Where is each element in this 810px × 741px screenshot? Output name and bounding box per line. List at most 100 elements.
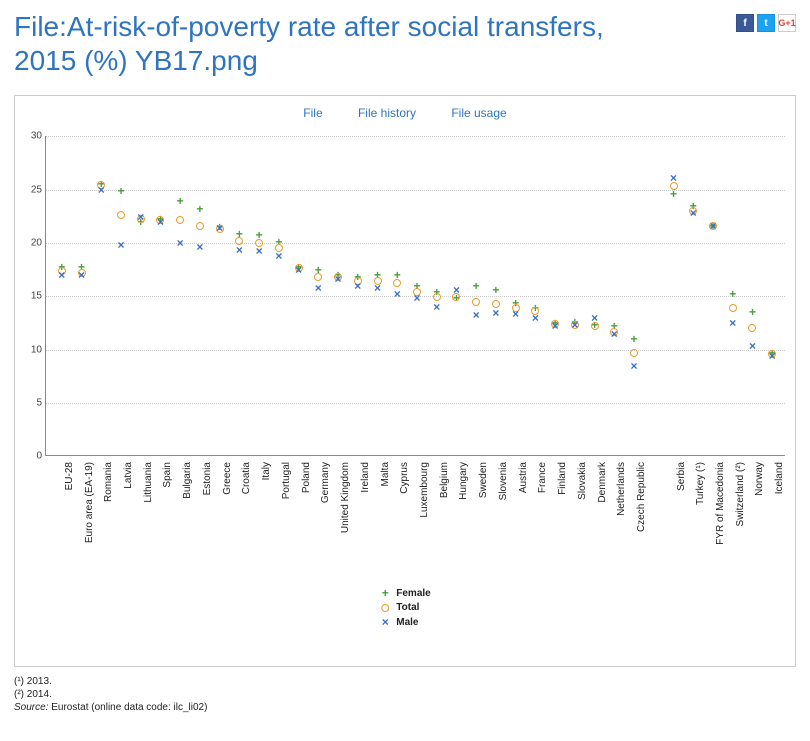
legend-label: Total: [396, 602, 419, 613]
data-point-total: [117, 211, 125, 219]
x-tick-label: Slovakia: [577, 462, 588, 500]
data-point-male: ×: [552, 320, 559, 332]
x-tick-label: Belgium: [439, 462, 450, 498]
data-point-total: [295, 264, 303, 272]
data-point-male: ×: [611, 328, 618, 340]
data-point-female: +: [453, 292, 460, 304]
footnotes: (¹) 2013. (²) 2014. Source: Eurostat (on…: [14, 675, 796, 714]
gridline: [46, 190, 785, 191]
data-point-total: [571, 321, 579, 329]
data-point-male: ×: [492, 307, 499, 319]
data-point-female: +: [492, 284, 499, 296]
x-tick-label: Portugal: [281, 462, 292, 499]
gplus-icon[interactable]: G+1: [778, 14, 796, 32]
x-tick-label: Italy: [261, 462, 272, 480]
data-point-female: +: [729, 288, 736, 300]
data-point-total: [216, 225, 224, 233]
data-point-female: +: [315, 264, 322, 276]
data-point-male: ×: [295, 264, 302, 276]
data-point-female: +: [394, 269, 401, 281]
data-point-female: +: [58, 261, 65, 273]
data-point-total: [610, 328, 618, 336]
data-point-total: [354, 277, 362, 285]
data-point-female: +: [473, 280, 480, 292]
data-point-male: ×: [571, 319, 578, 331]
data-point-female: +: [256, 229, 263, 241]
data-point-male: ×: [117, 239, 124, 251]
data-point-female: +: [512, 297, 519, 309]
data-point-female: +: [611, 320, 618, 332]
data-point-female: +: [216, 221, 223, 233]
data-point-male: ×: [315, 282, 322, 294]
footnote-2: (²) 2014.: [14, 688, 796, 701]
data-point-female: +: [335, 269, 342, 281]
x-tick-label: Switzerland (²): [735, 462, 746, 526]
x-tick-label: France: [537, 462, 548, 493]
data-point-male: ×: [157, 216, 164, 228]
facebook-icon[interactable]: f: [736, 14, 754, 32]
data-point-female: +: [78, 261, 85, 273]
data-point-male: ×: [374, 282, 381, 294]
data-point-total: [176, 216, 184, 224]
source-text: Eurostat (online data code: ilc_li02): [48, 702, 207, 713]
data-point-total: [433, 293, 441, 301]
source-label: Source:: [14, 702, 48, 713]
legend-total: Total: [379, 602, 430, 613]
data-point-male: ×: [690, 207, 697, 219]
x-tick-label: Latvia: [123, 462, 134, 489]
x-tick-label: Netherlands: [616, 462, 627, 516]
data-point-total: [97, 181, 105, 189]
gridline: [46, 403, 785, 404]
data-point-total: [709, 222, 717, 230]
y-tick-label: 5: [22, 397, 42, 408]
x-tick-label: Czech Republic: [636, 462, 647, 532]
data-point-female: +: [631, 333, 638, 345]
tab-bar: File File history File usage: [15, 96, 795, 126]
legend-male: × Male: [379, 615, 430, 629]
data-point-total: [591, 322, 599, 330]
footnote-1: (¹) 2013.: [14, 675, 796, 688]
gridline: [46, 296, 785, 297]
data-point-total: [729, 304, 737, 312]
circle-icon: [381, 604, 389, 612]
tab-file[interactable]: File: [303, 106, 322, 120]
data-point-female: +: [552, 317, 559, 329]
data-point-female: +: [137, 216, 144, 228]
data-point-total: [78, 269, 86, 277]
data-point-female: +: [196, 203, 203, 215]
gridline: [46, 350, 785, 351]
chart-legend: + Female Total × Male: [379, 586, 430, 631]
data-point-male: ×: [433, 301, 440, 313]
data-point-total: [275, 244, 283, 252]
y-tick-label: 25: [22, 184, 42, 195]
data-point-total: [156, 216, 164, 224]
plus-icon: +: [379, 586, 391, 600]
page-title: File:At-risk-of-poverty rate after socia…: [14, 10, 664, 77]
legend-label: Male: [396, 617, 418, 628]
twitter-icon[interactable]: t: [757, 14, 775, 32]
x-tick-label: Serbia: [676, 462, 687, 491]
data-point-total: [551, 320, 559, 328]
y-tick-label: 20: [22, 237, 42, 248]
data-point-male: ×: [670, 172, 677, 184]
x-tick-label: Germany: [320, 462, 331, 503]
data-point-female: +: [749, 306, 756, 318]
chart-frame: File File history File usage 05101520253…: [14, 95, 796, 667]
data-point-female: +: [354, 271, 361, 283]
data-point-female: +: [177, 195, 184, 207]
data-point-total: [689, 207, 697, 215]
data-point-total: [196, 222, 204, 230]
x-tick-label: Romania: [103, 462, 114, 502]
data-point-total: [512, 304, 520, 312]
data-point-male: ×: [216, 222, 223, 234]
x-tick-label: Bulgaria: [182, 462, 193, 499]
x-tick-label: Estonia: [202, 462, 213, 495]
tab-file-history[interactable]: File history: [358, 106, 416, 120]
x-tick-label: Luxembourg: [419, 462, 430, 518]
data-point-male: ×: [413, 292, 420, 304]
x-tick-label: Denmark: [597, 462, 608, 503]
data-point-male: ×: [512, 308, 519, 320]
data-point-male: ×: [137, 211, 144, 223]
tab-file-usage[interactable]: File usage: [451, 106, 506, 120]
data-point-total: [58, 267, 66, 275]
